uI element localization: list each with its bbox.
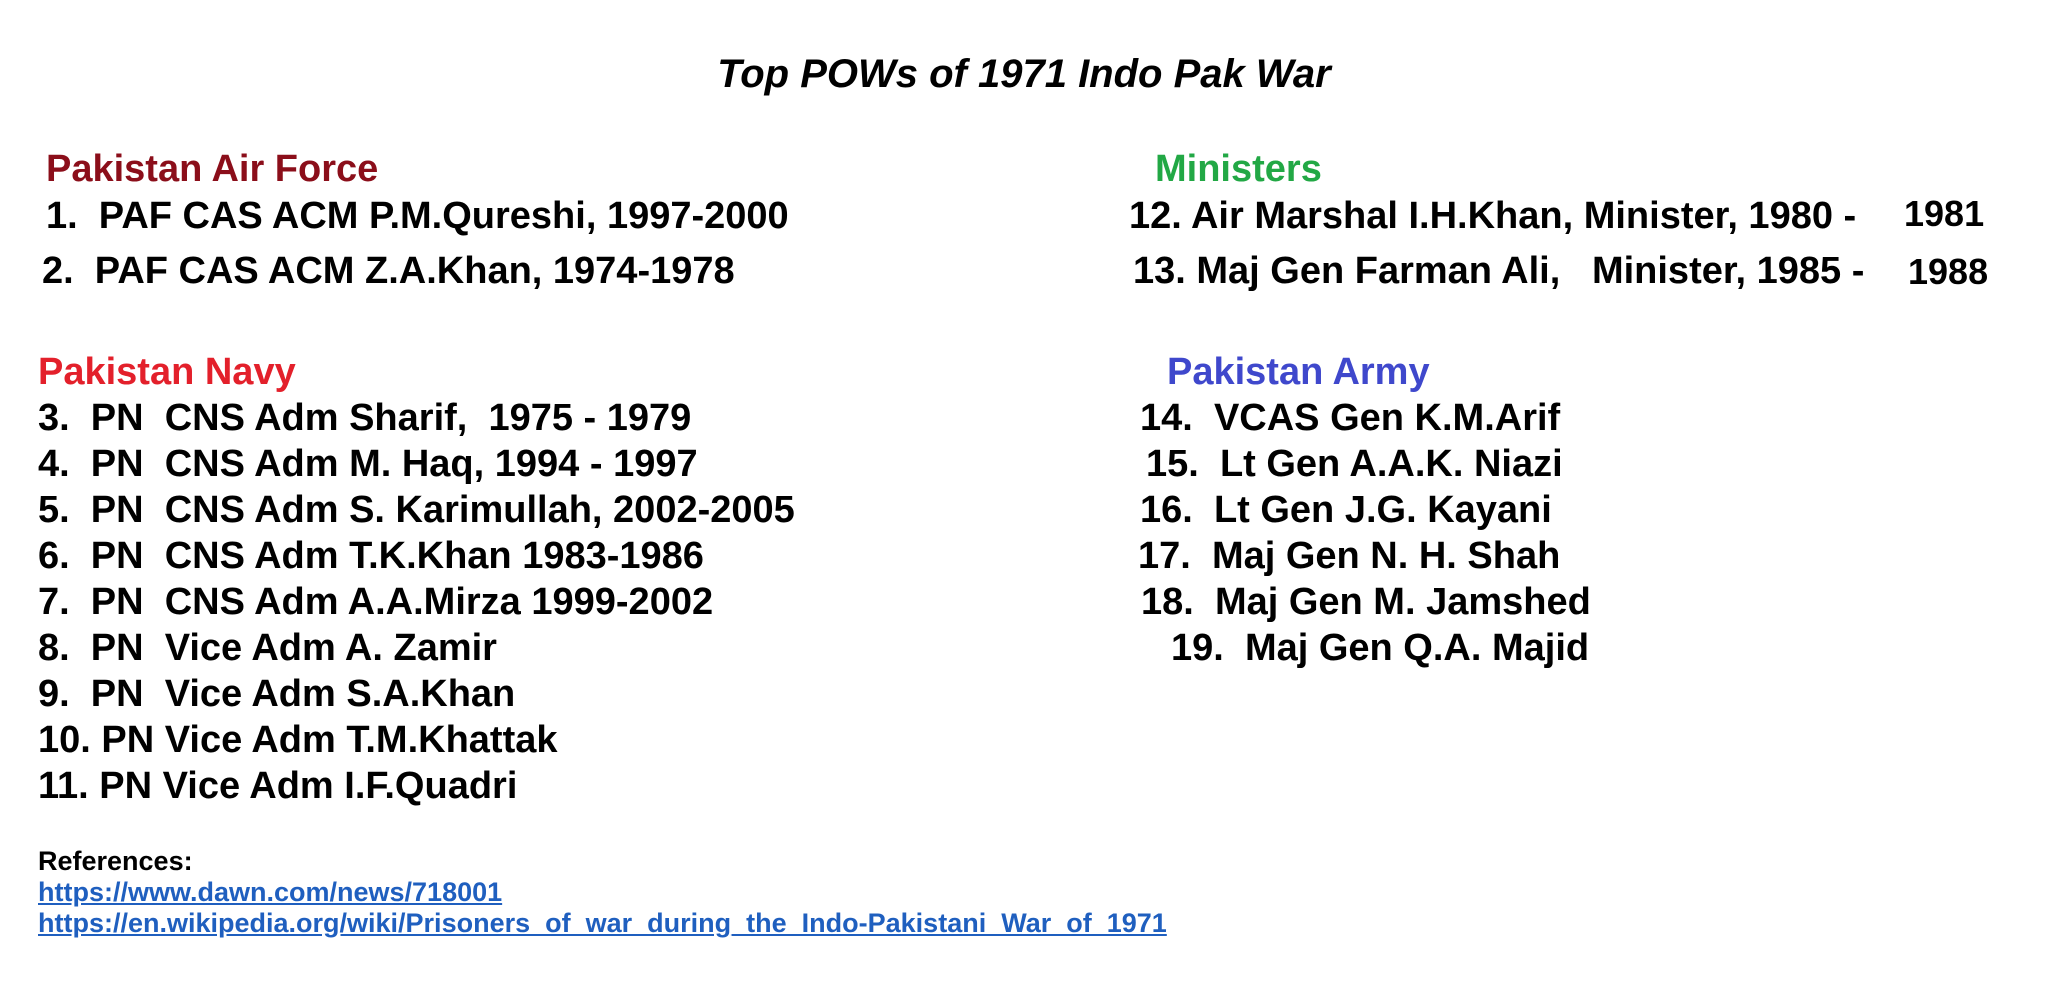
references-label: References:	[38, 846, 193, 876]
army-heading: Pakistan Army	[1167, 351, 1430, 393]
army-item-15: 15. Lt Gen A.A.K. Niazi	[1146, 443, 1563, 485]
navy-heading: Pakistan Navy	[38, 351, 296, 393]
army-item-19: 19. Maj Gen Q.A. Majid	[1171, 627, 1590, 669]
ministers-item-13: 13. Maj Gen Farman Ali, Minister, 1985 -	[1133, 250, 1865, 292]
reference-link-dawn[interactable]: https://www.dawn.com/news/718001	[38, 877, 503, 907]
ministers-item-13-end-year: 1988	[1908, 251, 1989, 292]
navy-item-4: 4. PN CNS Adm M. Haq, 1994 - 1997	[38, 443, 698, 485]
air-force-heading: Pakistan Air Force	[46, 148, 379, 190]
ministers-heading: Ministers	[1155, 148, 1322, 190]
army-item-16: 16. Lt Gen J.G. Kayani	[1140, 489, 1552, 531]
reference-link-wikipedia[interactable]: https://en.wikipedia.org/wiki/Prisoners_…	[38, 908, 1167, 938]
ministers-item-12: 12. Air Marshal I.H.Khan, Minister, 1980…	[1129, 195, 1857, 237]
ministers-item-12-end-year: 1981	[1904, 193, 1985, 234]
army-item-14: 14. VCAS Gen K.M.Arif	[1140, 397, 1561, 439]
air-force-item-2: 2. PAF CAS ACM Z.A.Khan, 1974-1978	[42, 250, 735, 292]
navy-item-9: 9. PN Vice Adm S.A.Khan	[38, 673, 516, 715]
navy-item-6: 6. PN CNS Adm T.K.Khan 1983-1986	[38, 535, 704, 577]
army-item-17: 17. Maj Gen N. H. Shah	[1138, 535, 1561, 577]
air-force-item-1: 1. PAF CAS ACM P.M.Qureshi, 1997-2000	[46, 195, 789, 237]
navy-item-11: 11. PN Vice Adm I.F.Quadri	[38, 765, 518, 807]
page-title: Top POWs of 1971 Indo Pak War	[717, 52, 1331, 96]
navy-item-3: 3. PN CNS Adm Sharif, 1975 - 1979	[38, 397, 692, 439]
navy-item-5: 5. PN CNS Adm S. Karimullah, 2002-2005	[38, 489, 795, 531]
navy-item-8: 8. PN Vice Adm A. Zamir	[38, 627, 497, 669]
army-item-18: 18. Maj Gen M. Jamshed	[1141, 581, 1591, 623]
navy-item-10: 10. PN Vice Adm T.M.Khattak	[38, 719, 558, 761]
navy-item-7: 7. PN CNS Adm A.A.Mirza 1999-2002	[38, 581, 714, 623]
